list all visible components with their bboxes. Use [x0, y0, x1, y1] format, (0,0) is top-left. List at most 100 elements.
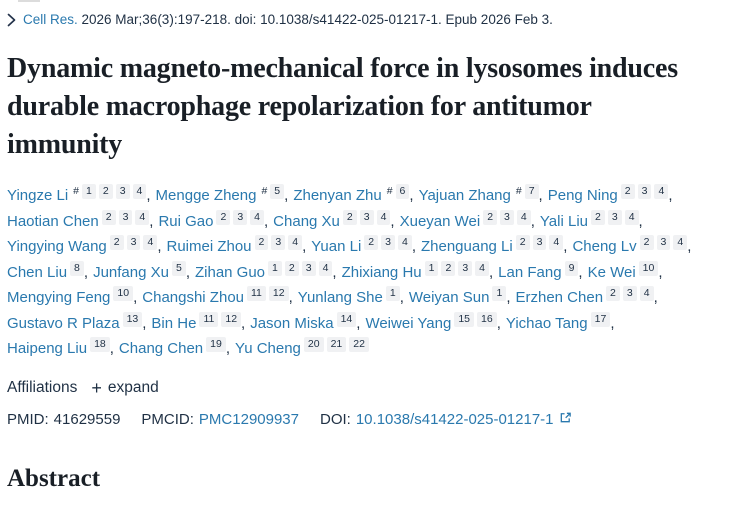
author-link[interactable]: Chang Xu	[273, 212, 340, 230]
affiliation-superscript: 2	[364, 235, 379, 250]
affiliation-superscript: 4	[624, 209, 639, 225]
author-link[interactable]: Mengge Zheng	[155, 187, 257, 204]
author-link[interactable]: Haotian Chen	[7, 212, 99, 230]
author-link[interactable]: Yu Cheng	[235, 340, 301, 357]
author-separator: ,	[264, 212, 269, 230]
affiliation-superscript: 15	[454, 311, 475, 327]
affiliation-superscript: 3	[115, 184, 130, 199]
author-separator: ,	[687, 238, 692, 255]
affiliation-superscript: 11	[199, 311, 219, 327]
author-link[interactable]: Rui Gao	[158, 212, 214, 230]
author-separator: ,	[658, 263, 663, 281]
author-link[interactable]: Cheng Lv	[572, 238, 637, 255]
affiliation-superscript: 1	[424, 260, 439, 276]
author-link[interactable]: Jason Miska	[250, 314, 334, 332]
author-item: Rui Gao 2 3 4,	[158, 209, 268, 235]
author-link[interactable]: Lan Fang	[498, 263, 562, 281]
author-link[interactable]: Weiyan Sun	[408, 289, 490, 306]
affiliation-superscript: 4	[376, 209, 391, 225]
author-link[interactable]: Chen Liu	[7, 263, 68, 281]
author-link[interactable]: Changshi Zhou	[142, 289, 244, 306]
affiliation-superscript: 2	[101, 209, 116, 225]
affiliation-superscript: 1	[268, 260, 282, 276]
affiliation-superscript: 4	[475, 260, 489, 276]
author-link[interactable]: Weiwei Yang	[365, 314, 452, 332]
author-link[interactable]: Yichao Tang	[505, 314, 588, 332]
affiliations-expand-button[interactable]: + expand	[91, 379, 158, 397]
citation-text: 2026 Mar;36(3):197-218. doi: 10.1038/s41…	[77, 12, 553, 27]
author-link[interactable]: Yuan Li	[311, 238, 362, 255]
affiliation-superscript: 9	[564, 260, 579, 276]
author-separator: ,	[411, 238, 416, 255]
author-item: Yunlang She 1,	[298, 285, 404, 311]
author-separator: ,	[578, 263, 583, 281]
affiliation-superscript: 3	[359, 209, 374, 225]
author-link[interactable]: Chang Chen	[118, 340, 204, 357]
affiliation-superscript: 11	[247, 286, 266, 301]
author-separator: ,	[668, 187, 673, 204]
author-link[interactable]: Xueyan Wei	[399, 212, 481, 230]
author-separator: ,	[610, 314, 615, 332]
author-link[interactable]: Junfang Xu	[93, 263, 169, 281]
author-link[interactable]: Peng Ning	[547, 187, 618, 204]
author-separator: ,	[538, 187, 543, 204]
author-separator: ,	[409, 187, 414, 204]
affiliation-superscript: 2	[620, 184, 635, 199]
author-item: Haipeng Liu 18,	[7, 336, 114, 362]
author-link[interactable]: Yali Liu	[539, 212, 588, 230]
affiliation-superscript: 2	[216, 209, 231, 225]
author-separator: ,	[302, 238, 307, 255]
affiliation-superscript: 17	[590, 311, 611, 327]
author-separator: ,	[109, 340, 114, 357]
affiliation-superscript: 7	[524, 184, 539, 199]
author-link[interactable]: Yunlang She	[297, 289, 383, 306]
affiliation-superscript: 1	[82, 184, 96, 199]
author-separator: ,	[653, 289, 658, 306]
affiliation-superscript: 4	[516, 209, 531, 225]
affiliation-superscript: 2	[639, 235, 654, 250]
author-separator: ,	[241, 314, 246, 332]
affiliations-row: Affiliations + expand	[7, 379, 720, 397]
author-item: Junfang Xu 5,	[93, 260, 190, 286]
author-link[interactable]: Erzhen Chen	[515, 289, 604, 306]
author-link[interactable]: Yingze Li	[7, 187, 69, 204]
affiliation-superscript: 3	[622, 286, 637, 301]
author-item: Yingying Wang 2 3 4,	[7, 234, 161, 260]
author-list: Yingze Li #1 2 3 4, Mengge Zheng #5, Zhenyan Zh…	[7, 183, 720, 362]
affiliation-superscript: 3	[500, 209, 514, 225]
affiliation-superscript: 3	[126, 235, 141, 250]
author-item: Ke Wei 10,	[588, 260, 663, 286]
author-item: Zhenyan Zhu #6,	[293, 183, 414, 209]
affiliation-superscript: 1	[385, 286, 400, 301]
author-item: Yali Liu 2 3 4,	[540, 209, 643, 235]
doi-link[interactable]: 10.1038/s41422-025-01217-1	[356, 411, 572, 428]
author-link[interactable]: Zhenguang Li	[420, 238, 513, 255]
author-link[interactable]: Zhixiang Hu	[341, 263, 422, 281]
author-separator: ,	[399, 289, 404, 306]
author-item: Haotian Chen 2 3 4,	[7, 209, 153, 235]
affiliation-superscript: 3	[607, 209, 622, 225]
author-link[interactable]: Yajuan Zhang	[418, 187, 511, 204]
affiliation-superscript: 3	[301, 260, 316, 276]
author-item: Weiyan Sun 1,	[408, 285, 510, 311]
author-link[interactable]: Gustavo R Plaza	[7, 314, 120, 332]
affiliation-superscript: 8	[70, 260, 84, 276]
author-link[interactable]: Haipeng Liu	[7, 340, 88, 357]
author-separator: ,	[133, 289, 138, 306]
affiliation-superscript: 4	[143, 235, 158, 250]
author-link[interactable]: Zhenyan Zhu	[293, 187, 382, 204]
affiliation-superscript: 4	[549, 235, 564, 250]
author-item: Zhixiang Hu 1 2 3 4,	[341, 260, 493, 286]
author-link[interactable]: Yingying Wang	[7, 238, 107, 255]
chevron-right-icon[interactable]	[7, 13, 16, 27]
pmcid-link[interactable]: PMC12909937	[198, 410, 299, 428]
journal-link[interactable]: Cell Res.	[23, 12, 78, 27]
author-link[interactable]: Ruimei Zhou	[166, 238, 252, 255]
affiliation-superscript: 3	[532, 235, 547, 250]
author-link[interactable]: Zihan Guo	[194, 263, 266, 281]
affiliation-superscript: 18	[90, 337, 110, 352]
author-link[interactable]: Bin He	[151, 314, 197, 332]
author-separator: ,	[146, 187, 151, 204]
author-link[interactable]: Mengying Feng	[7, 289, 111, 306]
author-link[interactable]: Ke Wei	[587, 263, 636, 281]
